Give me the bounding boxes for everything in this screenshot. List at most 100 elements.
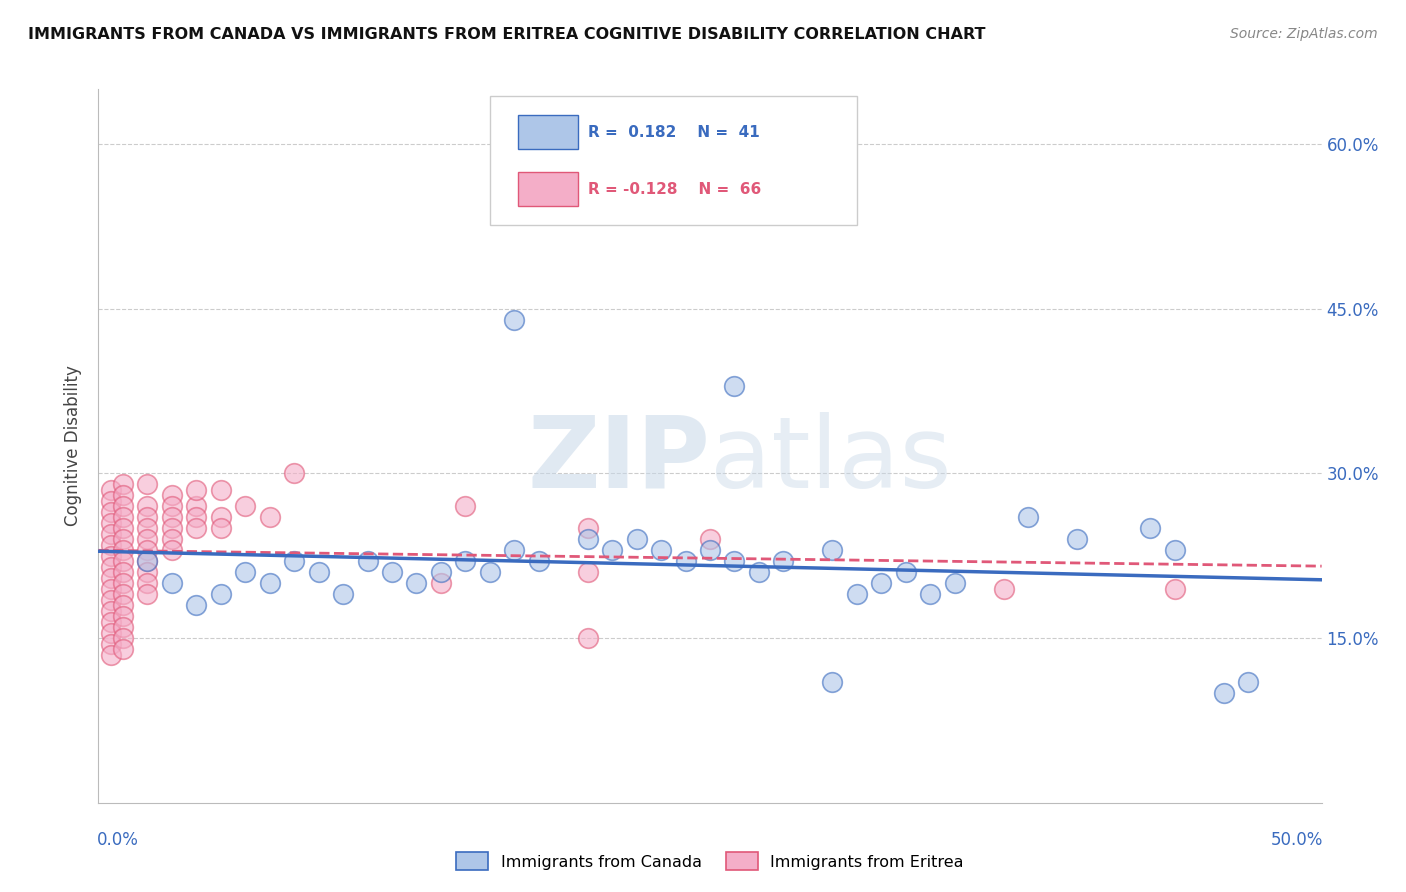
Point [356,554,378,568]
Point [283,554,305,568]
Point [405,576,427,591]
Point [160,543,183,558]
Point [1164,543,1187,558]
Point [430,576,453,591]
Point [576,566,599,580]
Point [111,631,134,645]
Point [136,554,159,568]
Point [100,559,122,574]
Point [1212,686,1234,700]
Text: atlas: atlas [710,412,952,508]
Point [136,566,159,580]
Point [111,500,134,514]
Point [111,642,134,657]
Point [845,587,868,601]
Point [943,576,966,591]
Point [748,566,770,580]
Point [209,510,232,524]
Point [111,510,134,524]
Point [920,587,942,601]
Point [1139,521,1161,535]
Point [430,566,453,580]
Point [136,500,159,514]
FancyBboxPatch shape [517,115,578,149]
Text: R =  0.182    N =  41: R = 0.182 N = 41 [588,125,759,139]
Point [186,483,208,497]
Point [111,533,134,547]
Text: ZIP: ZIP [527,412,710,508]
Point [111,521,134,535]
Point [600,543,623,558]
Point [1164,582,1187,596]
Point [259,576,281,591]
Point [503,543,526,558]
Point [821,543,844,558]
Point [870,576,893,591]
Point [723,378,745,392]
Point [100,494,122,508]
Point [650,543,672,558]
Point [100,637,122,651]
Point [136,543,159,558]
Point [160,510,183,524]
Point [136,587,159,601]
Point [100,592,122,607]
Point [136,576,159,591]
Point [576,533,599,547]
Point [259,510,281,524]
Point [186,500,208,514]
Point [100,526,122,541]
Point [186,598,208,612]
Point [454,500,477,514]
Point [160,521,183,535]
Point [478,566,501,580]
Point [332,587,354,601]
Point [111,554,134,568]
Point [111,598,134,612]
FancyBboxPatch shape [517,172,578,206]
Point [233,566,256,580]
Point [993,582,1015,596]
Point [576,631,599,645]
Point [233,500,256,514]
Point [821,675,844,690]
FancyBboxPatch shape [489,96,856,225]
Point [454,554,477,568]
Point [100,538,122,552]
Point [136,554,159,568]
Point [160,488,183,502]
Point [100,483,122,497]
Point [723,554,745,568]
Text: R = -0.128    N =  66: R = -0.128 N = 66 [588,182,761,196]
Text: 50.0%: 50.0% [1271,831,1323,849]
Point [111,488,134,502]
Point [136,521,159,535]
Point [1066,533,1088,547]
Point [381,566,404,580]
Point [675,554,697,568]
Point [111,543,134,558]
Point [160,500,183,514]
Point [100,549,122,563]
Point [503,312,526,326]
Point [527,554,550,568]
Point [894,566,917,580]
Point [100,625,122,640]
Point [1237,675,1260,690]
Point [699,533,721,547]
Text: IMMIGRANTS FROM CANADA VS IMMIGRANTS FROM ERITREA COGNITIVE DISABILITY CORRELATI: IMMIGRANTS FROM CANADA VS IMMIGRANTS FRO… [28,27,986,42]
Legend: Immigrants from Canada, Immigrants from Eritrea: Immigrants from Canada, Immigrants from … [450,846,970,877]
Text: 0.0%: 0.0% [97,831,139,849]
Point [100,615,122,629]
Point [186,510,208,524]
Point [186,521,208,535]
Point [100,516,122,530]
Y-axis label: Cognitive Disability: Cognitive Disability [65,366,83,526]
Point [136,533,159,547]
Point [160,576,183,591]
Point [100,571,122,585]
Point [160,533,183,547]
Point [136,510,159,524]
Point [100,505,122,519]
Point [209,521,232,535]
